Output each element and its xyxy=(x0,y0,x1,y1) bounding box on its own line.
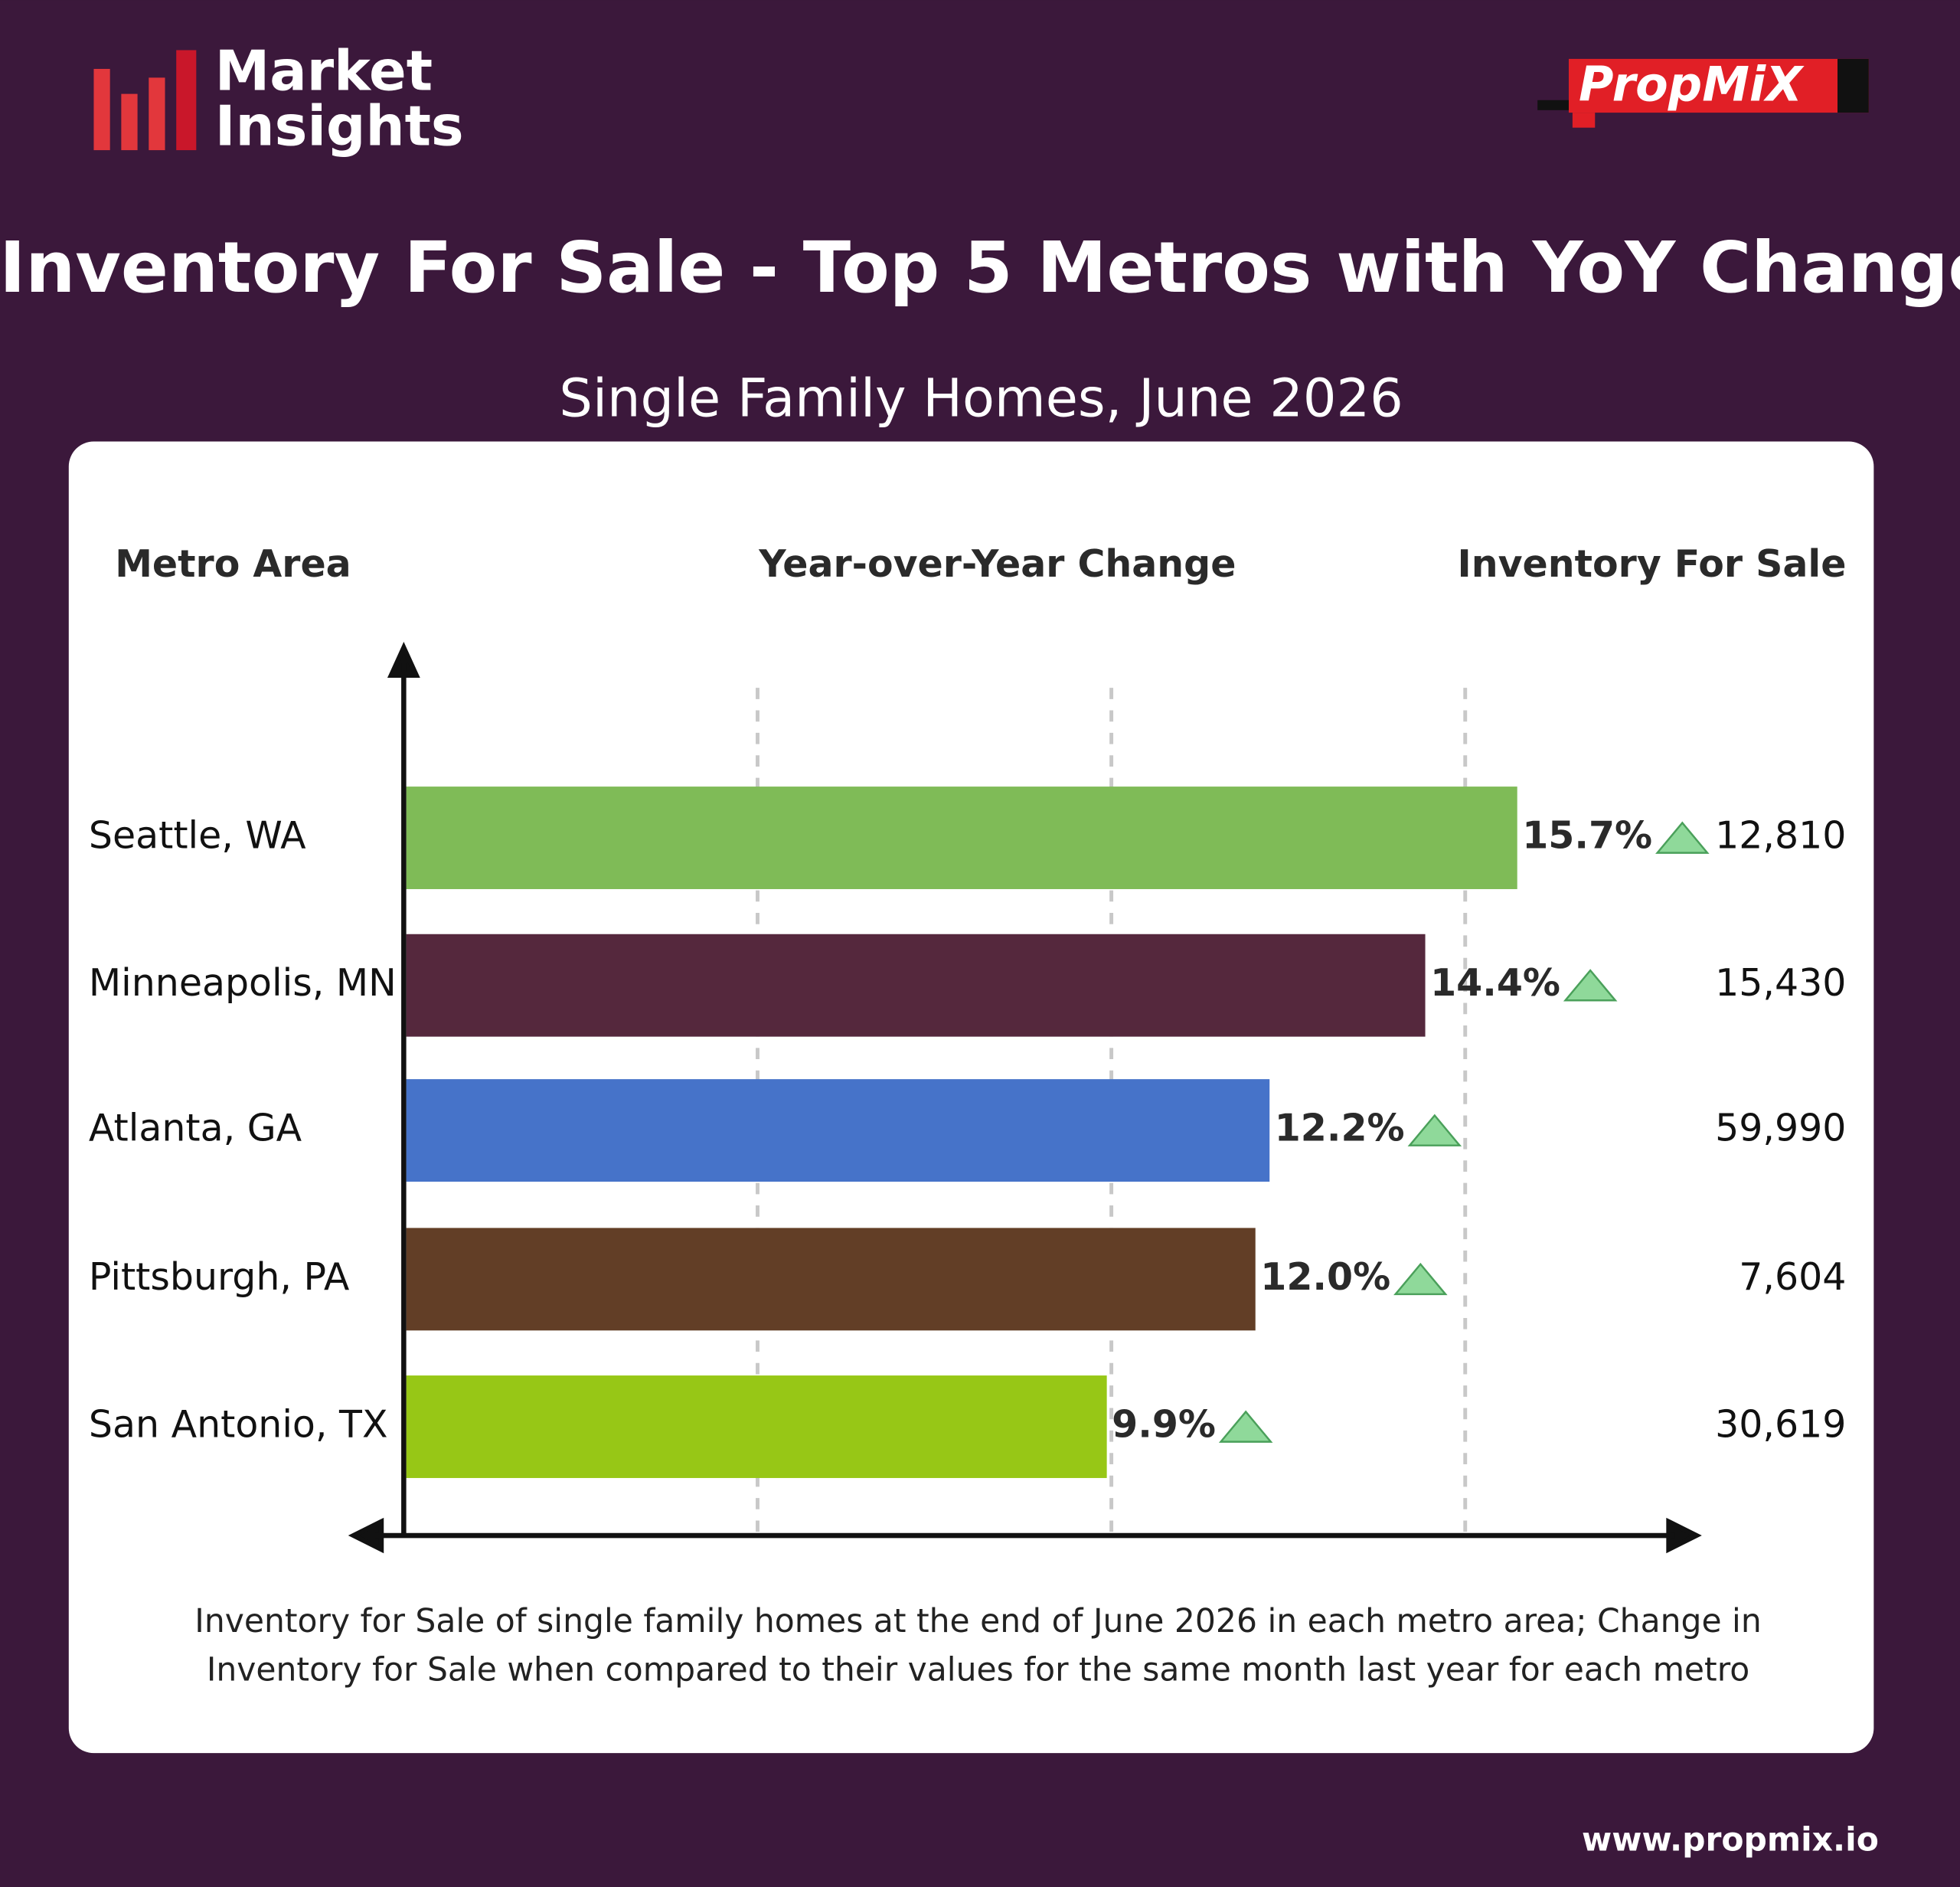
plot: Seattle, WA 15.7% 12,810 Minneapolis, MN 14.… xyxy=(89,688,1846,1536)
caption: Inventory for Sale of single family home… xyxy=(194,1603,1762,1689)
inventory-label: 7,604 xyxy=(1739,1255,1846,1299)
value-label: 12.0% xyxy=(1260,1255,1390,1299)
inventory-label: 59,990 xyxy=(1715,1107,1846,1150)
brand-line2: Insights xyxy=(215,93,464,158)
bar xyxy=(406,1375,1107,1478)
bar xyxy=(406,934,1426,1037)
up-arrow xyxy=(1218,1410,1273,1443)
logo-box xyxy=(1537,58,1869,128)
bar xyxy=(406,1079,1270,1182)
logo: PropMiX xyxy=(1579,57,1805,113)
category-label: Minneapolis, MN xyxy=(89,961,397,1005)
up-arrow xyxy=(1655,821,1710,854)
footer-url: www.propmix.io xyxy=(1582,1822,1879,1859)
up-arrow xyxy=(1407,1114,1462,1146)
brand-line1: Market xyxy=(215,39,433,103)
up-arrow xyxy=(1563,969,1618,1002)
value-label: 12.2% xyxy=(1275,1107,1405,1150)
inventory-label: 30,619 xyxy=(1715,1403,1846,1447)
value-label: 9.9% xyxy=(1112,1403,1216,1447)
chart-title: Inventory For Sale - Top 5 Metros with Y… xyxy=(0,227,1960,309)
value-label: 15.7% xyxy=(1522,814,1652,858)
value-label: 14.4% xyxy=(1430,961,1560,1005)
inventory-label: 15,430 xyxy=(1715,961,1846,1005)
brand-icon xyxy=(93,50,197,151)
chart-subtitle: Single Family Homes, June 2026 xyxy=(559,368,1403,429)
inventory-header: Inventory For Sale xyxy=(1458,542,1847,586)
category-label: Seattle, WA xyxy=(89,814,306,858)
category-header: Metro Area xyxy=(115,542,351,586)
category-label: Atlanta, GA xyxy=(89,1107,302,1150)
value-header: Year-over-Year Change xyxy=(758,542,1236,586)
category-label: San Antonio, TX xyxy=(89,1403,388,1447)
bar xyxy=(406,1228,1256,1331)
category-label: Pittsburgh, PA xyxy=(89,1255,350,1299)
caption-box: Inventory for Sale of single family home… xyxy=(194,1603,1762,1689)
axes xyxy=(348,641,1702,1554)
up-arrow xyxy=(1393,1262,1448,1296)
inventory-label: 12,810 xyxy=(1715,814,1846,858)
bar xyxy=(406,787,1517,889)
